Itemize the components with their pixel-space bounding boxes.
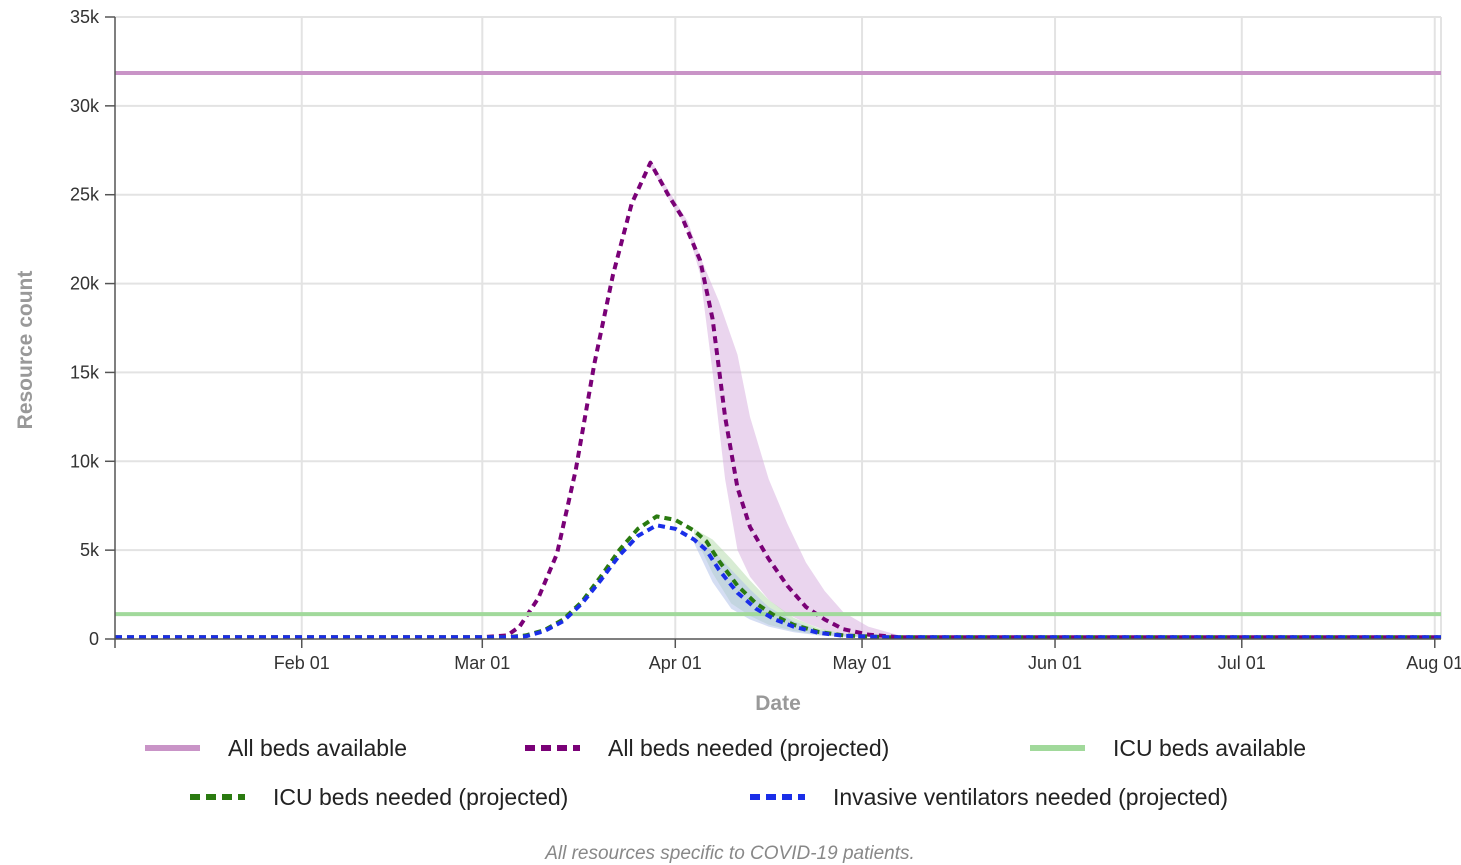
legend-label: ICU beds available bbox=[1113, 735, 1306, 761]
legend-label: ICU beds needed (projected) bbox=[273, 784, 568, 810]
series-line bbox=[115, 160, 1441, 640]
grid bbox=[115, 16, 1442, 639]
x-tick-label: Feb 01 bbox=[274, 653, 330, 673]
legend-item: All beds available bbox=[145, 735, 407, 761]
axes bbox=[114, 17, 1441, 640]
legend: All beds available All beds needed (proje… bbox=[145, 735, 1306, 810]
legend-item: ICU beds available bbox=[1030, 735, 1306, 761]
x-axis-title: Date bbox=[755, 692, 801, 715]
x-tick-label: Apr 01 bbox=[649, 653, 702, 673]
series-line bbox=[115, 523, 1441, 640]
footnote: All resources specific to COVID-19 patie… bbox=[544, 843, 915, 864]
y-tick-label: 10k bbox=[70, 451, 100, 471]
y-tick-label: 15k bbox=[70, 362, 100, 382]
y-tick-label: 20k bbox=[70, 274, 100, 294]
legend-item: ICU beds needed (projected) bbox=[190, 784, 568, 810]
y-tick-label: 35k bbox=[70, 7, 100, 27]
x-tick-label: Mar 01 bbox=[454, 653, 510, 673]
legend-item: All beds needed (projected) bbox=[525, 735, 889, 761]
x-tick-label: Aug 01 bbox=[1406, 653, 1461, 673]
x-tick-label: Jun 01 bbox=[1028, 653, 1082, 673]
legend-label: All beds needed (projected) bbox=[608, 735, 889, 761]
y-tick-label: 30k bbox=[70, 96, 100, 116]
y-tick-label: 5k bbox=[80, 540, 100, 560]
legend-label: Invasive ventilators needed (projected) bbox=[833, 784, 1228, 810]
y-tick-label: 25k bbox=[70, 185, 100, 205]
x-tick-label: May 01 bbox=[833, 653, 892, 673]
y-tick-label: 0 bbox=[89, 629, 99, 649]
ticks: 0 5k 10k 15k 20k 25k 30k 35k Feb 01 Mar 01 Apr 01 M… bbox=[70, 7, 1461, 673]
legend-label: All beds available bbox=[228, 735, 407, 761]
x-tick-label: Jul 01 bbox=[1218, 653, 1266, 673]
series-lines bbox=[115, 71, 1441, 640]
legend-item: Invasive ventilators needed (projected) bbox=[750, 784, 1228, 810]
uncertainty-band bbox=[650, 159, 900, 638]
y-axis-title: Resource count bbox=[14, 271, 37, 430]
